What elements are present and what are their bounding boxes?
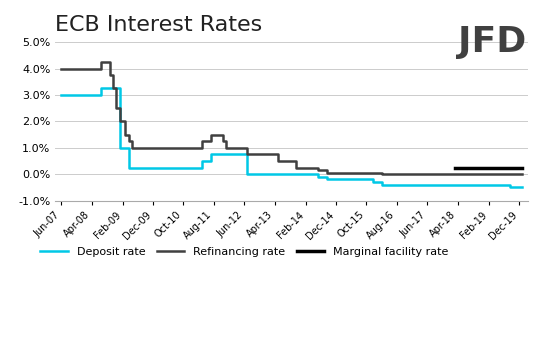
Text: JFD: JFD <box>458 25 527 59</box>
Text: ECB Interest Rates: ECB Interest Rates <box>55 15 262 35</box>
Legend: Deposit rate, Refinancing rate, Marginal facility rate: Deposit rate, Refinancing rate, Marginal… <box>36 243 453 262</box>
